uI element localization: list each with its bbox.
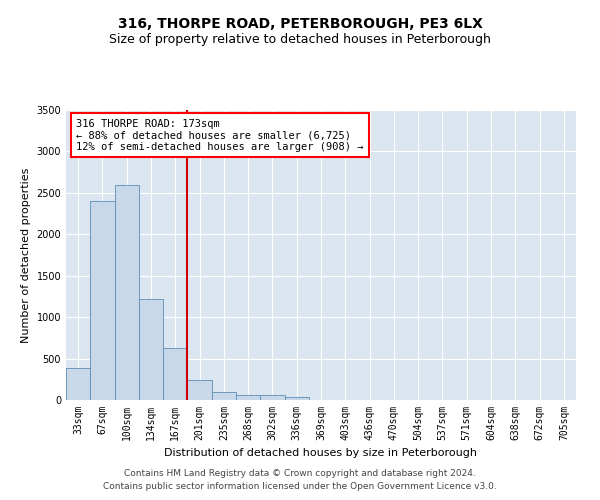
Bar [115,184,139,400]
Bar [284,396,309,400]
Bar [212,392,236,400]
Bar [163,348,187,400]
Text: Contains HM Land Registry data © Crown copyright and database right 2024.: Contains HM Land Registry data © Crown c… [124,468,476,477]
Bar [260,396,284,400]
Bar [187,380,212,400]
Text: 316 THORPE ROAD: 173sqm
← 88% of detached houses are smaller (6,725)
12% of semi: 316 THORPE ROAD: 173sqm ← 88% of detache… [76,118,364,152]
Text: 316, THORPE ROAD, PETERBOROUGH, PE3 6LX: 316, THORPE ROAD, PETERBOROUGH, PE3 6LX [118,18,482,32]
Bar [66,368,90,400]
Bar [90,201,115,400]
Bar [236,394,260,400]
Y-axis label: Number of detached properties: Number of detached properties [21,168,31,342]
Text: Size of property relative to detached houses in Peterborough: Size of property relative to detached ho… [109,32,491,46]
Bar [139,299,163,400]
Text: Contains public sector information licensed under the Open Government Licence v3: Contains public sector information licen… [103,482,497,491]
X-axis label: Distribution of detached houses by size in Peterborough: Distribution of detached houses by size … [164,448,478,458]
